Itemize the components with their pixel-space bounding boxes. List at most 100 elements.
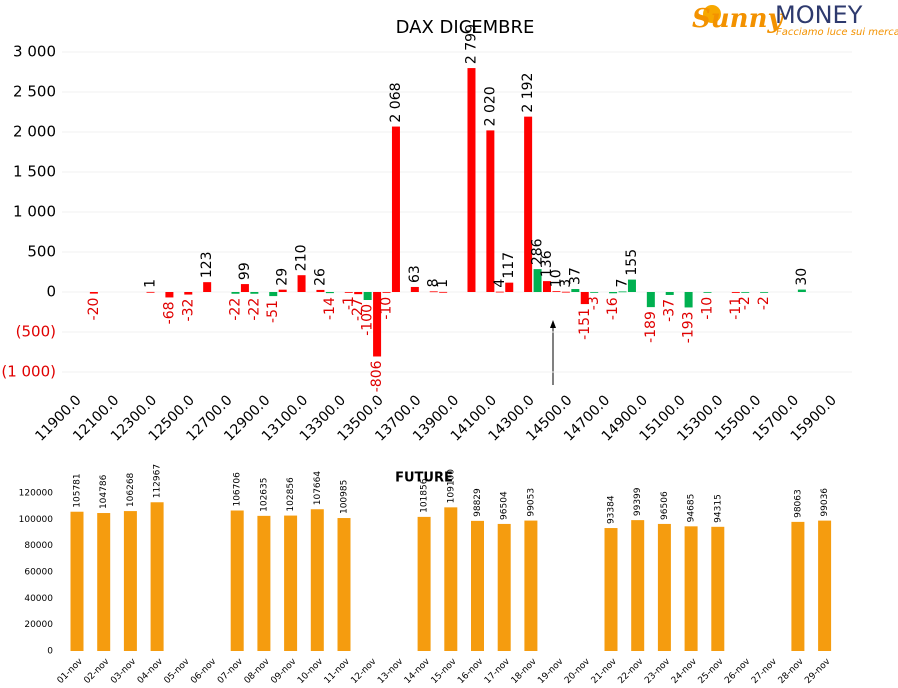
bar (471, 520, 484, 651)
value-label: -2 (756, 296, 772, 310)
bar (657, 523, 671, 651)
value-label: 100985 (340, 480, 350, 514)
bar (703, 292, 712, 293)
bar (439, 291, 448, 293)
value-label: 117 (501, 252, 517, 279)
value-label: 136 (539, 250, 555, 277)
bar (580, 292, 589, 305)
value-label: 4 (492, 279, 508, 288)
y-tick-label: 1 000 (13, 203, 56, 221)
x-tick-label: 23-nov (643, 656, 673, 686)
x-tick-label: 28-nov (777, 656, 807, 686)
bar (344, 292, 353, 293)
y-tick-label: 2 000 (13, 123, 56, 141)
bar (684, 526, 698, 651)
x-tick-label: 05-nov (163, 656, 193, 686)
value-label: 102856 (286, 477, 296, 512)
bar (543, 281, 551, 292)
bar (257, 515, 271, 651)
x-tick-label: 06-nov (189, 656, 219, 686)
bar (269, 292, 278, 297)
bar (150, 502, 164, 651)
bar (284, 515, 298, 651)
logo-brand: Sunny (692, 4, 784, 34)
x-tick-label: 11-nov (323, 656, 353, 686)
bar (97, 513, 111, 651)
x-tick-label: 29-nov (803, 656, 833, 686)
value-label: 10 (548, 269, 564, 287)
bar (604, 528, 618, 651)
value-label: 30 (794, 268, 810, 286)
x-tick-label: 15-nov (430, 656, 460, 686)
value-label: -16 (605, 297, 621, 320)
bar (495, 291, 504, 293)
bar (627, 279, 636, 292)
bar (684, 292, 693, 308)
bar (429, 291, 438, 293)
bar (524, 116, 533, 292)
bar (325, 292, 334, 294)
bar (524, 520, 538, 651)
value-label: 99036 (820, 488, 830, 517)
x-tick-label: 17-nov (483, 656, 513, 686)
bar (561, 291, 570, 293)
value-label: 107664 (313, 471, 323, 506)
bar (316, 289, 325, 292)
y-tick-label: 60000 (24, 568, 53, 578)
bar (203, 282, 212, 292)
value-label: 105781 (73, 473, 83, 507)
value-label: -193 (681, 311, 697, 343)
value-label: -32 (180, 299, 196, 322)
bar (123, 511, 137, 651)
bar (609, 292, 618, 294)
x-tick-label: 27-nov (750, 656, 780, 686)
bar (791, 521, 805, 651)
y-tick-label: (1 000) (1, 363, 56, 381)
value-label: 99399 (633, 487, 643, 516)
bar (354, 292, 363, 295)
y-tick-label: 500 (27, 243, 56, 261)
value-label: 104786 (99, 474, 109, 509)
bar (363, 292, 372, 300)
bar (497, 523, 511, 651)
x-tick-label: 04-nov (136, 656, 166, 686)
value-label: 93384 (607, 495, 617, 524)
bar (240, 284, 249, 292)
value-label: 7 (615, 279, 631, 288)
logo-name: MONEY (775, 1, 863, 29)
value-label: 2 068 (388, 82, 404, 122)
x-tick-label: 16-nov (456, 656, 486, 686)
value-label: 96504 (500, 491, 510, 520)
x-tick-label: 07-nov (216, 656, 246, 686)
value-label: 98063 (793, 489, 803, 518)
value-label: 63 (407, 265, 423, 283)
value-label: 2 799 (463, 24, 479, 64)
value-label: -10 (699, 297, 715, 320)
bar (571, 289, 580, 292)
bar (417, 516, 431, 651)
bar (230, 510, 244, 651)
value-label: 98829 (473, 488, 483, 517)
value-label: -68 (161, 301, 177, 324)
value-label: -2 (737, 296, 753, 310)
y-tick-label: (500) (16, 323, 56, 341)
bar (391, 126, 400, 292)
bar (250, 292, 259, 294)
y-tick-label: 100000 (19, 515, 54, 525)
value-label: 2 192 (520, 73, 536, 113)
x-tick-label: 26-nov (723, 656, 753, 686)
x-tick-label: 03-nov (109, 656, 139, 686)
bar (486, 130, 495, 292)
value-label: -189 (643, 311, 659, 343)
y-tick-label: 2 500 (13, 83, 56, 101)
x-tick-label: 25-nov (697, 656, 727, 686)
bar (797, 289, 806, 292)
bar (231, 292, 240, 294)
bar (297, 275, 306, 292)
x-tick-label: 21-nov (590, 656, 620, 686)
value-label: 29 (275, 268, 291, 286)
bar (741, 292, 750, 293)
x-tick-label: 12-nov (349, 656, 379, 686)
bar (89, 292, 98, 294)
